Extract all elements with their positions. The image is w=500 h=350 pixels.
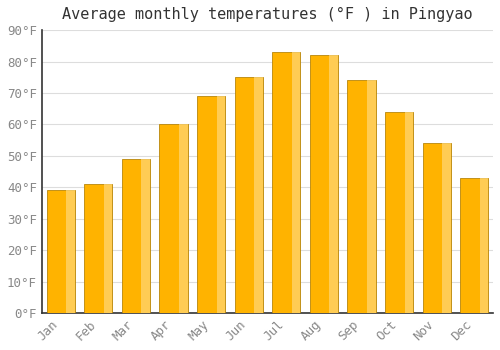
Bar xyxy=(367,80,376,313)
Bar xyxy=(404,112,413,313)
Bar xyxy=(442,143,451,313)
Bar xyxy=(272,52,300,313)
Bar xyxy=(348,80,376,313)
Bar xyxy=(84,184,112,313)
Bar xyxy=(330,55,338,313)
Bar xyxy=(422,143,451,313)
Bar xyxy=(292,52,300,313)
Bar xyxy=(310,55,338,313)
Bar xyxy=(254,77,262,313)
Bar xyxy=(179,124,188,313)
Bar xyxy=(66,190,74,313)
Bar xyxy=(160,124,188,313)
Bar xyxy=(480,178,488,313)
Title: Average monthly temperatures (°F ) in Pingyao: Average monthly temperatures (°F ) in Pi… xyxy=(62,7,472,22)
Bar xyxy=(385,112,413,313)
Bar xyxy=(234,77,262,313)
Bar xyxy=(104,184,112,313)
Bar xyxy=(197,96,225,313)
Bar xyxy=(216,96,225,313)
Bar xyxy=(122,159,150,313)
Bar xyxy=(460,178,488,313)
Bar xyxy=(46,190,74,313)
Bar xyxy=(142,159,150,313)
